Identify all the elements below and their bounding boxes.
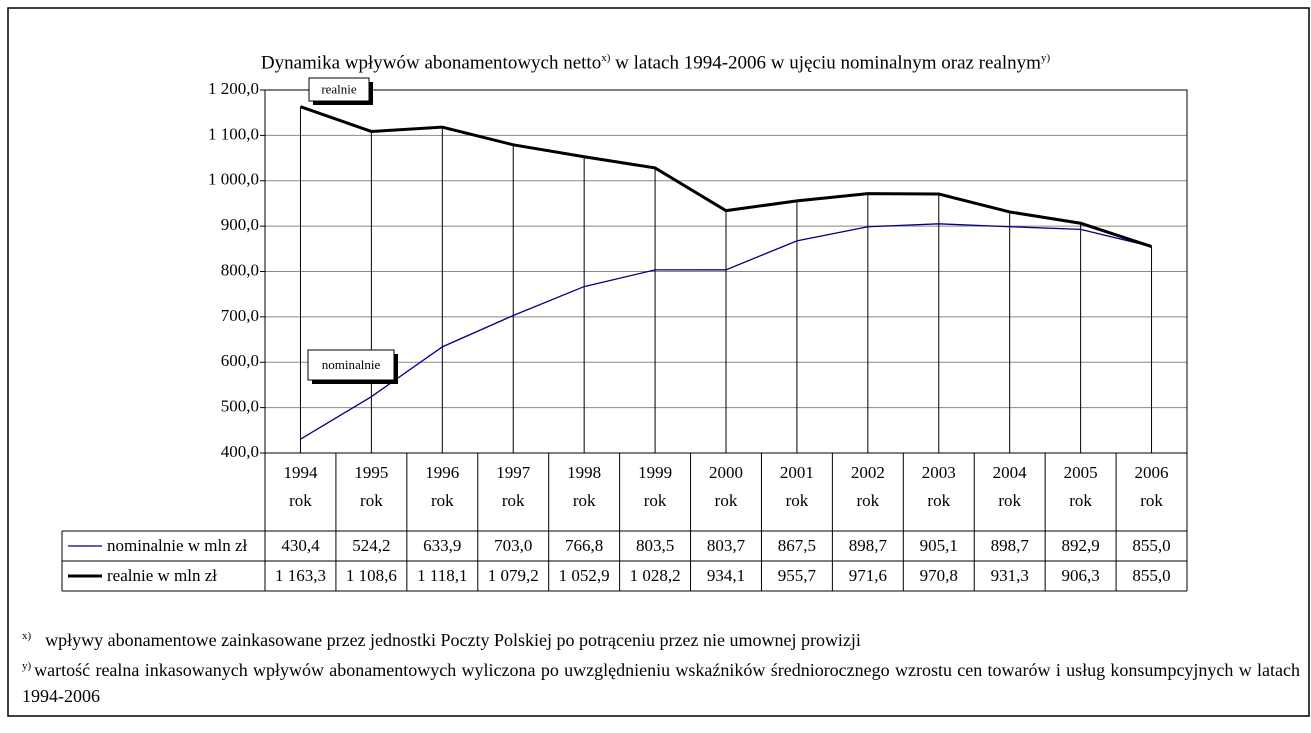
data-label: 633,9 — [423, 536, 461, 555]
series-line — [299, 105, 1153, 248]
y-tick-label: 1 200,0 — [208, 79, 259, 98]
data-label: 898,7 — [849, 536, 888, 555]
data-label: 803,7 — [707, 536, 746, 555]
footnotes: x) wpływy abonamentowe zainkasowane przez… — [22, 623, 1300, 709]
title-text: w latach 1994-2006 w ujęciu nominalnym o… — [610, 52, 1041, 74]
y-tick-label: 700,0 — [221, 306, 259, 325]
x-tick-label: 2006 rok — [1134, 463, 1169, 510]
x-tick-label: 1997 rok — [496, 463, 531, 510]
x-tick-label: 2001 rok — [779, 463, 814, 510]
title-superscript: x) — [601, 52, 611, 64]
data-label: 1 108,6 — [346, 566, 397, 585]
data-label: 867,5 — [778, 536, 816, 555]
x-tick-label: 2004 rok — [992, 463, 1027, 510]
x-tick-label: 1996 rok — [425, 463, 460, 510]
data-label: 703,0 — [494, 536, 532, 555]
title-superscript: y) — [1040, 52, 1051, 64]
data-label: 898,7 — [991, 536, 1030, 555]
data-label: 1 079,2 — [488, 566, 539, 585]
footnote-mark: y) — [22, 660, 32, 672]
y-tick-label: 1 100,0 — [208, 124, 259, 143]
y-tick-label: 600,0 — [221, 351, 259, 370]
frame — [7, 7, 1310, 717]
y-tick-label: 500,0 — [221, 397, 259, 416]
data-label: 766,8 — [565, 536, 603, 555]
data-label: 855,0 — [1132, 536, 1170, 555]
data-label: 892,9 — [1061, 536, 1099, 555]
footnote: x) wpływy abonamentowe zainkasowane przez… — [22, 623, 1300, 653]
series-line — [300, 223, 1152, 440]
y-tick-label: 1 000,0 — [208, 170, 259, 189]
data-label: 955,7 — [778, 566, 817, 585]
legend-label: nominalnie w mln zł — [107, 536, 248, 555]
y-tick-label: 400,0 — [221, 442, 259, 461]
data-label: 905,1 — [920, 536, 958, 555]
x-tick-label: 2002 rok — [850, 463, 885, 510]
x-tick-label: 1995 rok — [354, 463, 389, 510]
y-tick-label: 900,0 — [221, 215, 259, 234]
footnote-text: wartość realna inkasowanych wpływów abon… — [22, 660, 1300, 706]
data-label: 906,3 — [1061, 566, 1099, 585]
data-label: 971,6 — [849, 566, 887, 585]
data-label: 855,0 — [1132, 566, 1170, 585]
data-label: 934,1 — [707, 566, 745, 585]
x-tick-label: 2005 rok — [1063, 463, 1098, 510]
data-label: 1 052,9 — [559, 566, 610, 585]
data-label: 803,5 — [636, 536, 674, 555]
title-text: Dynamika wpływów abonamentowych netto — [260, 52, 602, 74]
x-tick-label: 1999 rok — [638, 463, 673, 510]
y-tick-label: 800,0 — [221, 260, 259, 279]
x-tick-label: 1998 rok — [567, 463, 602, 510]
annotation: nominalnie — [322, 357, 381, 372]
x-tick-label: 1994 rok — [283, 463, 318, 510]
annotation-box — [308, 77, 370, 102]
x-tick-label: 2000 rok — [708, 463, 743, 510]
data-label: 931,3 — [991, 566, 1029, 585]
data-label: 524,2 — [352, 536, 390, 555]
chart-title: Dynamika wpływów abonamentowych nettox) … — [0, 48, 1311, 73]
legend-label: realnie w mln zł — [107, 566, 217, 585]
x-tick-label: 2003 rok — [921, 463, 956, 510]
annotation-box — [307, 349, 395, 381]
footnote-text: wpływy abonamentowe zainkasowane przez j… — [45, 630, 861, 650]
data-label: 970,8 — [920, 566, 958, 585]
data-label: 1 118,1 — [417, 566, 467, 585]
footnote-mark: x) — [22, 630, 32, 642]
data-label: 1 163,3 — [275, 566, 326, 585]
annotation: realnie — [321, 81, 357, 96]
footnote: y) wartość realna inkasowanych wpływów ab… — [22, 653, 1300, 709]
data-label: 1 028,2 — [630, 566, 681, 585]
data-label: 430,4 — [281, 536, 320, 555]
